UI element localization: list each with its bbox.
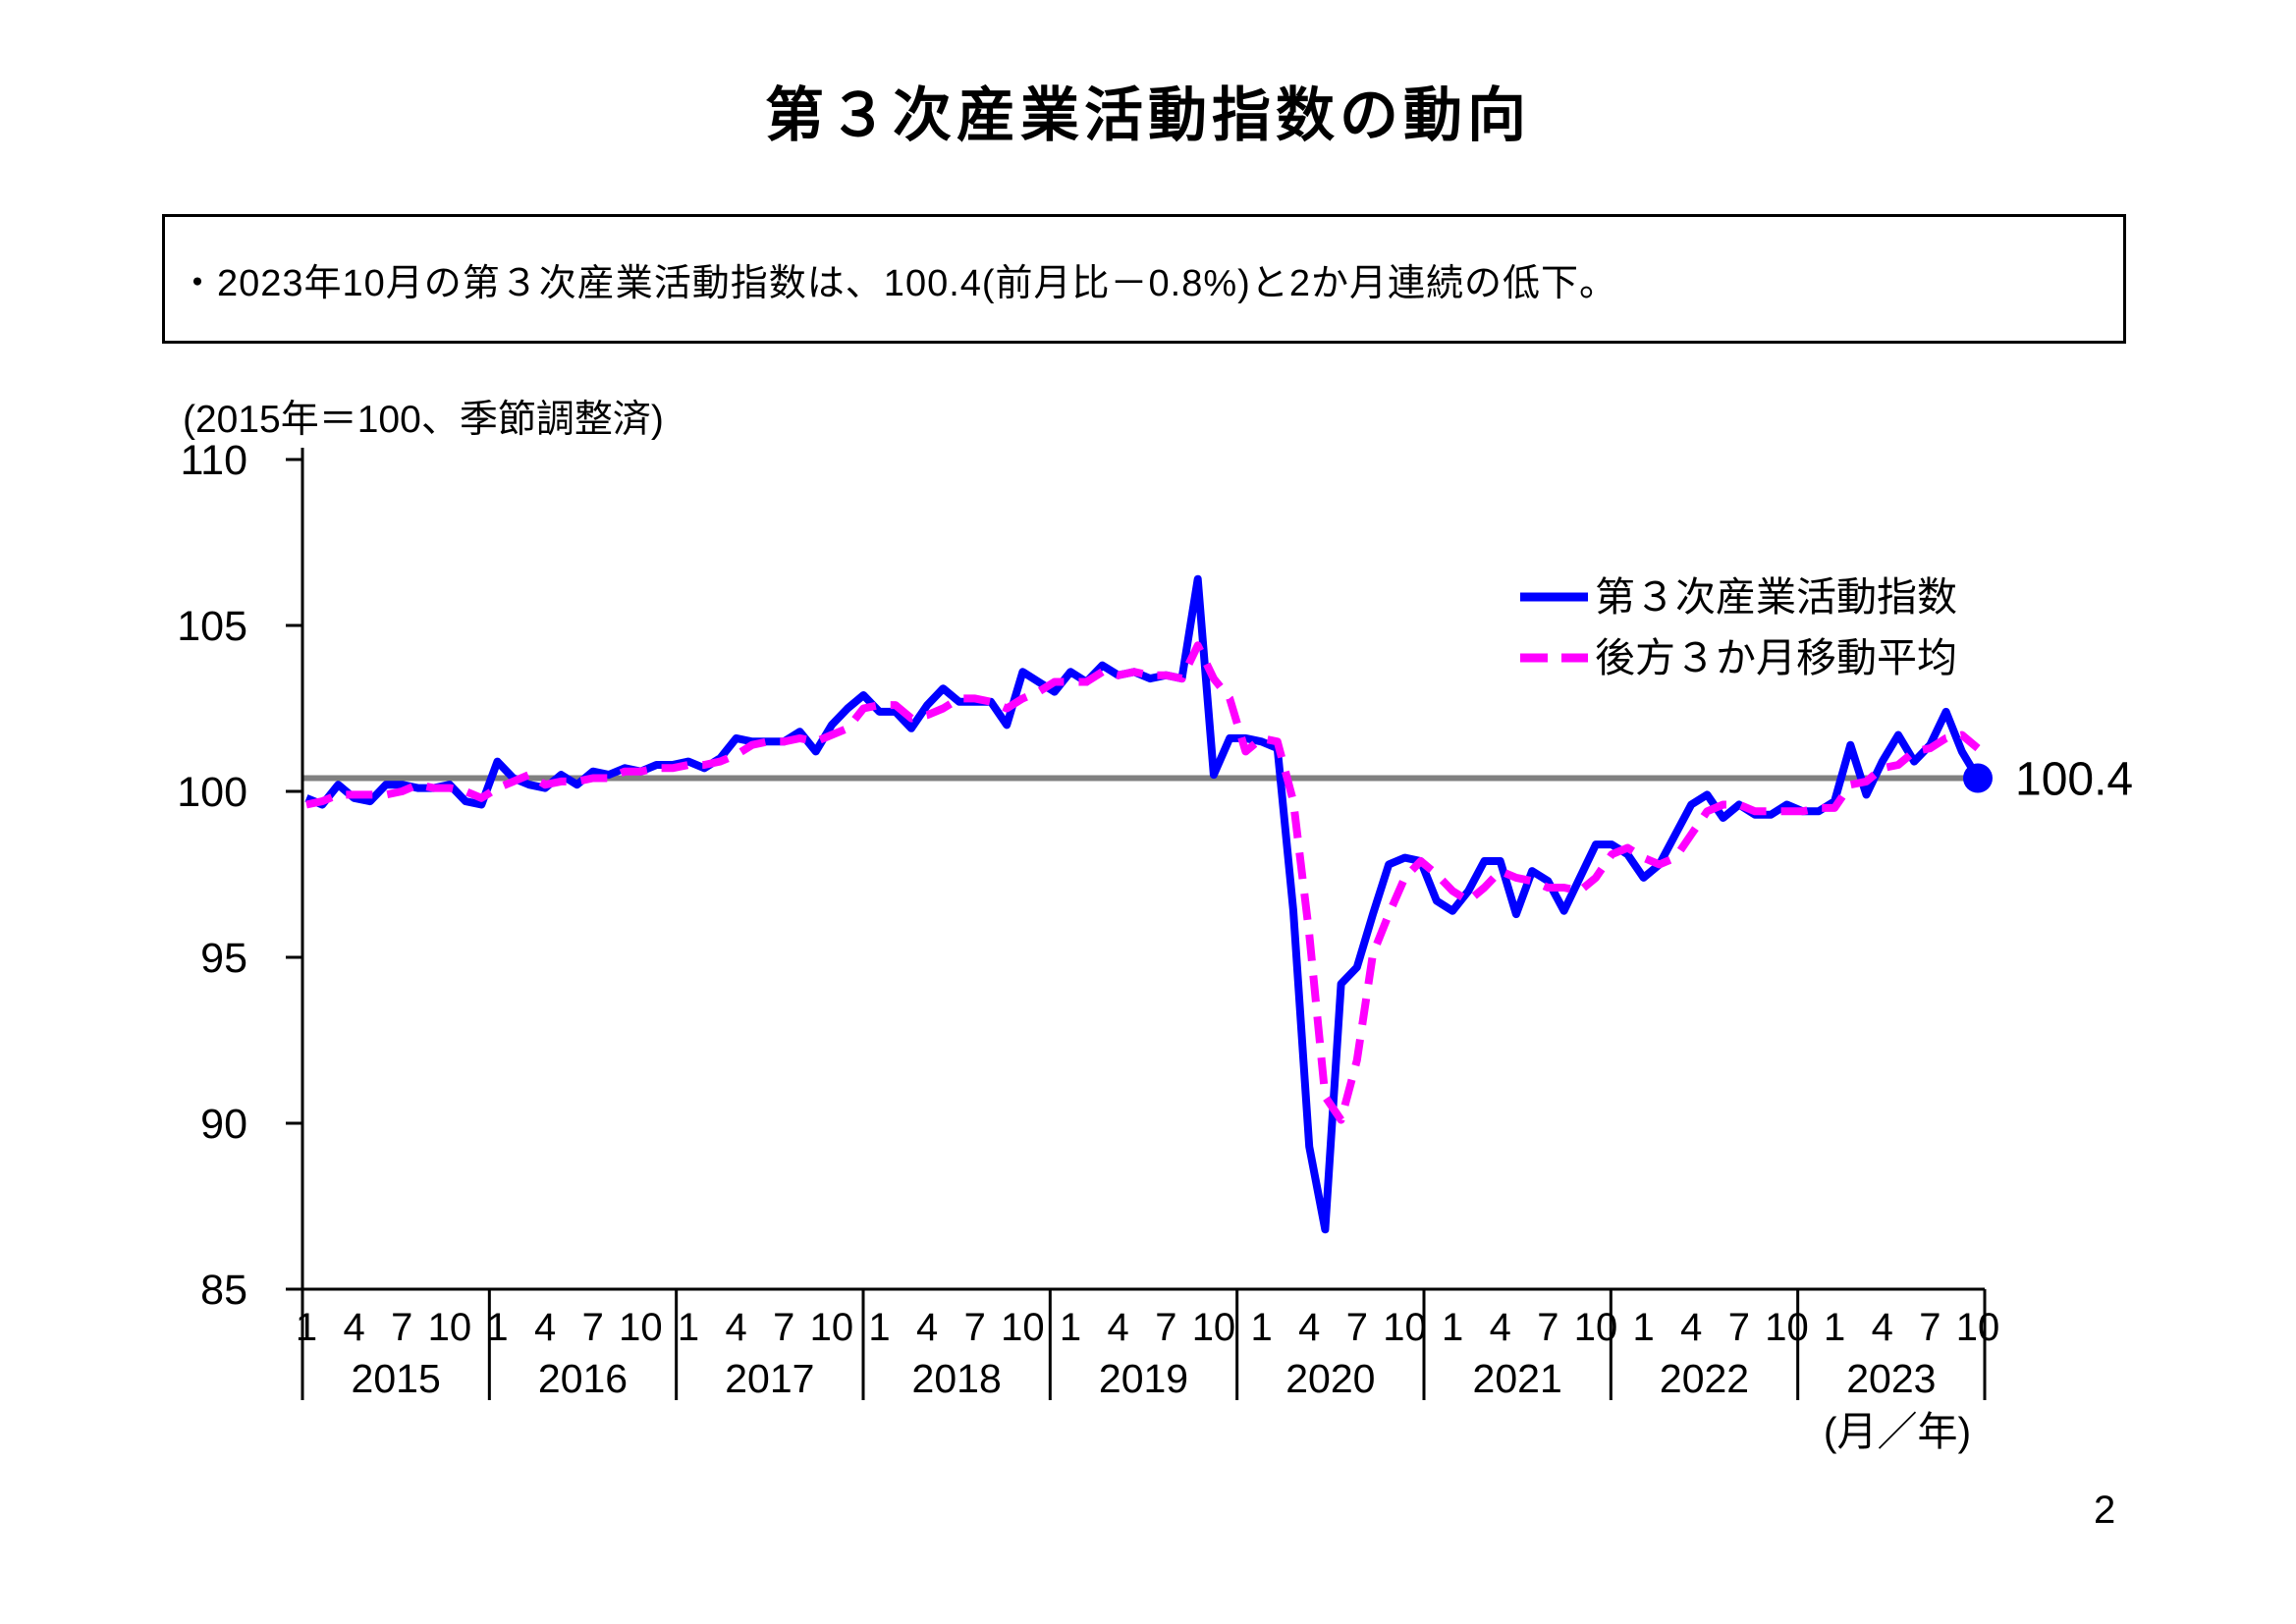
year-label: 2017 [725, 1356, 814, 1401]
year-label: 2019 [1099, 1356, 1188, 1401]
legend-label: 第３次産業活動指数 [1595, 574, 1957, 620]
month-tick-label: 10 [1765, 1306, 1809, 1349]
page-number: 2 [2094, 1489, 2116, 1532]
month-tick-label: 1 [296, 1306, 317, 1349]
month-tick-label: 10 [1192, 1306, 1236, 1349]
x-axis-unit-label: (月／年) [1824, 1409, 1971, 1454]
year-label: 2015 [352, 1356, 441, 1401]
month-tick-label: 4 [1490, 1306, 1511, 1349]
month-tick-label: 7 [773, 1306, 794, 1349]
month-tick-label: 7 [1346, 1306, 1368, 1349]
month-tick-label: 4 [916, 1306, 938, 1349]
month-tick-label: 4 [344, 1306, 365, 1349]
month-tick-label: 1 [486, 1306, 508, 1349]
month-tick-label: 10 [428, 1306, 472, 1349]
axis-unit-note: (2015年＝100、季節調整済) [183, 399, 664, 441]
year-label: 2023 [1846, 1356, 1936, 1401]
month-tick-label: 1 [1442, 1306, 1463, 1349]
month-tick-label: 7 [1919, 1306, 1941, 1349]
latest-value-label: 100.4 [2015, 753, 2133, 805]
month-tick-label: 7 [964, 1306, 986, 1349]
summary-text: ・2023年10月の第３次産業活動指数は、100.4(前月比－0.8%)と2か月… [179, 262, 1617, 304]
year-label: 2022 [1660, 1356, 1749, 1401]
year-label: 2018 [912, 1356, 1002, 1401]
month-tick-label: 4 [1298, 1306, 1320, 1349]
moving-average-line [305, 641, 1981, 1124]
page-title: 第３次産業活動指数の動向 [765, 82, 1531, 148]
month-tick-label: 10 [1956, 1306, 2000, 1349]
summary-box: ・2023年10月の第３次産業活動指数は、100.4(前月比－0.8%)と2か月… [162, 214, 2126, 344]
month-tick-label: 10 [1574, 1306, 1618, 1349]
y-tick-label: 95 [200, 935, 247, 982]
month-tick-label: 1 [1060, 1306, 1081, 1349]
month-tick-label: 1 [868, 1306, 890, 1349]
year-label: 2016 [538, 1356, 628, 1401]
y-tick-label: 100 [177, 769, 247, 816]
month-tick-label: 1 [1632, 1306, 1654, 1349]
month-tick-label: 7 [582, 1306, 604, 1349]
month-tick-label: 4 [1872, 1306, 1893, 1349]
latest-point-marker [1963, 763, 1993, 793]
month-tick-label: 1 [678, 1306, 699, 1349]
year-label: 2020 [1285, 1356, 1375, 1401]
month-tick-label: 4 [1680, 1306, 1702, 1349]
month-tick-label: 1 [1824, 1306, 1845, 1349]
month-tick-label: 4 [726, 1306, 747, 1349]
legend-label: 後方３か月移動平均 [1595, 635, 1957, 680]
month-tick-label: 7 [1155, 1306, 1176, 1349]
month-tick-label: 10 [1001, 1306, 1045, 1349]
year-label: 2021 [1473, 1356, 1562, 1401]
month-tick-label: 10 [810, 1306, 854, 1349]
month-tick-label: 4 [1108, 1306, 1129, 1349]
y-tick-label: 105 [177, 603, 247, 650]
y-tick-label: 110 [180, 437, 247, 484]
month-tick-label: 7 [1728, 1306, 1750, 1349]
month-tick-label: 1 [1250, 1306, 1272, 1349]
month-tick-label: 4 [534, 1306, 556, 1349]
month-tick-label: 7 [1537, 1306, 1558, 1349]
month-tick-label: 7 [391, 1306, 412, 1349]
month-tick-label: 10 [1383, 1306, 1427, 1349]
month-tick-label: 10 [619, 1306, 663, 1349]
y-tick-label: 90 [200, 1101, 247, 1148]
y-tick-label: 85 [200, 1267, 247, 1314]
